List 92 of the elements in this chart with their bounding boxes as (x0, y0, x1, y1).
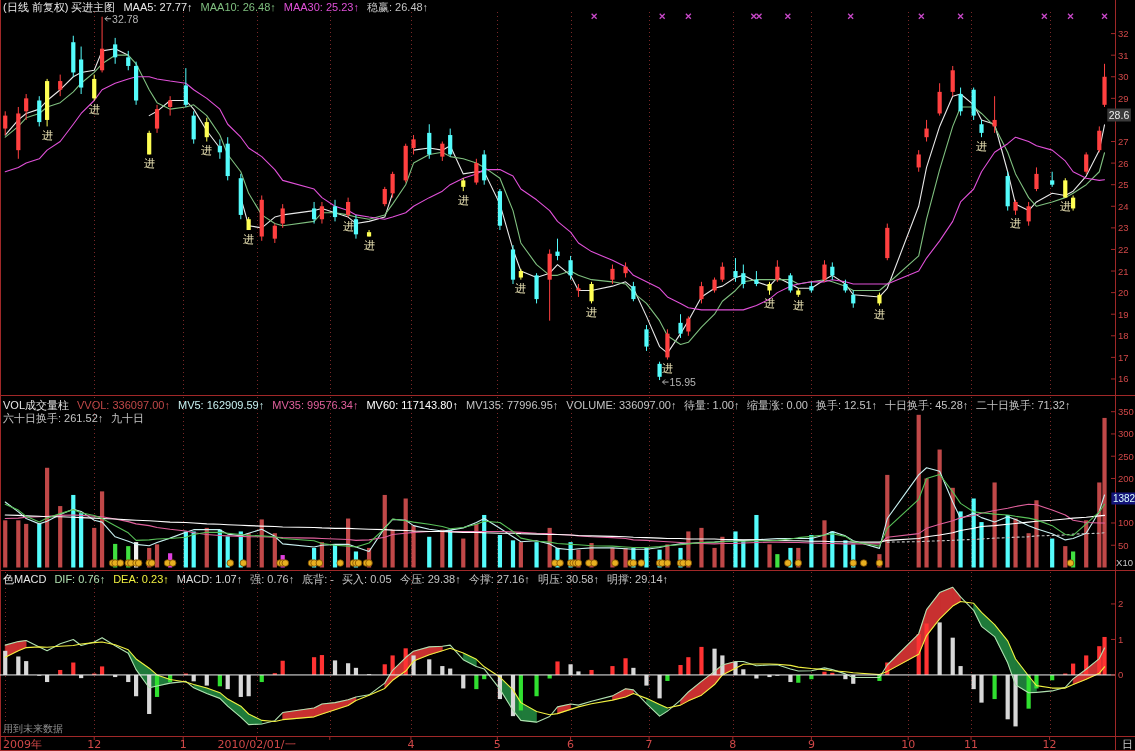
text: DIF: 0.76↑ (54, 572, 106, 585)
annotation: 进 (661, 362, 673, 376)
y-tick-label: 1 (1118, 633, 1124, 645)
y-tick-label: 32 (1118, 28, 1129, 40)
text: 日 (1122, 737, 1133, 751)
annotation: 进 (764, 297, 776, 311)
x-tick-label: 2009年 (3, 737, 42, 751)
text: MV35: 99576.34↑ (272, 398, 359, 411)
x-tick-label: 11 (964, 737, 979, 751)
x-tick-label: 2010/02/01/一 (217, 737, 296, 751)
y-tick-label: 300 (1118, 428, 1134, 440)
annotation: 进 (143, 156, 155, 170)
annotation: 进 (1010, 217, 1022, 231)
x-tick-label: 7 (645, 737, 653, 751)
y-tick-label: 2 (1118, 598, 1124, 610)
annotation: 进 (243, 232, 255, 246)
text: MV60: 117143.80↑ (366, 398, 458, 411)
annotation: 进 (515, 282, 527, 296)
y-tick-label: 23 (1118, 222, 1129, 234)
annotation: 六十日换手: 261.52↑ (3, 411, 104, 424)
annotation: 强: 0.76↑ (250, 572, 295, 585)
y-tick-label: 18 (1118, 330, 1129, 342)
y-tick-label: 22 (1118, 243, 1129, 255)
y-tick-label: 21 (1118, 265, 1129, 277)
text: MV135: 77996.95↑ (465, 398, 559, 411)
x-tick-label: 5 (493, 737, 501, 751)
annotation: 进 (873, 308, 885, 322)
annotation: 明撑: 29.14↑ (606, 572, 669, 585)
chart-title: (日线 前复权) 买进主图 (3, 1, 116, 13)
x-tick-label: 1 (179, 737, 187, 751)
annotation: 进 (976, 139, 988, 153)
annotation: VOLUME: 336097.00↑ (566, 398, 677, 411)
text: MAA30: 25.23↑ (283, 1, 359, 13)
text: VVOL: 336097.00↑ (77, 398, 170, 411)
y-tick-label: 26 (1118, 157, 1129, 169)
annotation: 今压: 29.38↑ (399, 572, 461, 585)
x-tick-label: 12 (1042, 737, 1057, 751)
y-tick-label: 350 (1118, 406, 1134, 418)
y-tick-label: 19 (1118, 308, 1129, 320)
text: MAA5: 27.77↑ (123, 1, 193, 13)
annotation: 缩量涨: 0.00 (747, 398, 808, 411)
annotation: 待量: 1.00↑ (684, 398, 740, 411)
y-tick-label: 30 (1118, 71, 1129, 83)
y-tick-label: 16 (1118, 373, 1129, 385)
x-tick-label: 12 (87, 737, 102, 751)
annotation: 32.78 (112, 12, 139, 25)
annotation: 换手: 12.51↑ (815, 398, 878, 411)
annotation: 进 (792, 299, 804, 313)
y-tick-label: 31 (1118, 49, 1129, 61)
y-tick-label: 200 (1118, 472, 1134, 484)
chart-title: 色MACD (3, 572, 47, 585)
annotation: 底背: - (302, 572, 335, 585)
x-tick-label: 4 (407, 737, 415, 751)
text: MACD: 1.07↑ (176, 572, 243, 585)
annotation: 进 (342, 219, 354, 233)
annotation: 用到未来数据 (3, 722, 63, 734)
annotation: 今撑: 27.16↑ (468, 572, 530, 585)
x-tick-label: 9 (807, 737, 815, 751)
x-tick-label: 8 (729, 737, 737, 751)
text: X10 (1116, 557, 1133, 568)
x-tick-label: 10 (901, 737, 916, 751)
annotation: 十日换手: 45.28↑ (885, 398, 969, 411)
annotation: 28.6 (1108, 109, 1130, 121)
y-tick-label: 0 (1118, 669, 1124, 681)
text: MAA10: 26.48↑ (200, 1, 276, 13)
text: DEA: 0.23↑ (113, 572, 169, 585)
y-tick-label: 17 (1118, 351, 1129, 363)
annotation: 进 (201, 144, 213, 158)
y-tick-label: 24 (1118, 200, 1129, 212)
annotation: 进 (363, 239, 375, 252)
annotation: 1382 (1112, 493, 1135, 504)
y-tick-label: 20 (1118, 287, 1129, 299)
y-tick-label: 100 (1118, 517, 1134, 529)
annotation: 进 (586, 305, 598, 319)
chart-title: VOL成交量柱 (3, 398, 70, 411)
y-tick-label: 50 (1118, 539, 1129, 551)
annotation: 进 (41, 128, 53, 142)
annotation: 明压: 30.58↑ (537, 572, 599, 585)
x-tick-label: 6 (567, 737, 575, 751)
y-tick-label: 27 (1118, 136, 1129, 148)
annotation: 买入: 0.05 (342, 572, 392, 585)
annotation: 二十日换手: 71.32↑ (976, 398, 1071, 411)
text: MV5: 162909.59↑ (177, 398, 265, 411)
y-tick-label: 25 (1118, 179, 1129, 191)
annotation: 九十日 (111, 411, 145, 424)
annotation: 15.95 (669, 376, 697, 389)
y-tick-label: 29 (1118, 92, 1129, 104)
annotation: 稳赢: 26.48↑ (366, 1, 429, 13)
annotation: 进 (457, 193, 469, 207)
annotation: 进 (88, 103, 100, 116)
annotation: 进 (1059, 200, 1071, 214)
y-tick-label: 250 (1118, 450, 1134, 462)
